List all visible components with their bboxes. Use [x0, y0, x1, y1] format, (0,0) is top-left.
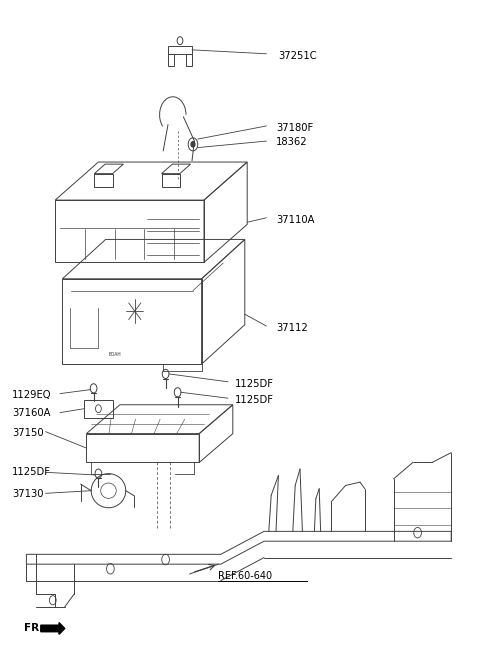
- Text: 37251C: 37251C: [278, 51, 317, 61]
- Text: 37110A: 37110A: [276, 215, 314, 225]
- Text: 37160A: 37160A: [12, 407, 50, 418]
- Text: 18362: 18362: [276, 137, 308, 148]
- Circle shape: [191, 142, 195, 147]
- Text: 37150: 37150: [12, 428, 44, 438]
- Text: 1129EQ: 1129EQ: [12, 390, 51, 400]
- Text: 37180F: 37180F: [276, 123, 313, 133]
- Text: 1125DF: 1125DF: [235, 395, 274, 405]
- FancyArrow shape: [41, 623, 65, 634]
- Text: 1125DF: 1125DF: [235, 379, 274, 389]
- Text: 37130: 37130: [12, 489, 44, 499]
- Text: 1125DF: 1125DF: [12, 467, 51, 478]
- Text: REF.60-640: REF.60-640: [218, 571, 273, 581]
- Text: 37112: 37112: [276, 323, 308, 333]
- Text: FR.: FR.: [24, 623, 43, 634]
- Text: BOAH: BOAH: [109, 352, 121, 357]
